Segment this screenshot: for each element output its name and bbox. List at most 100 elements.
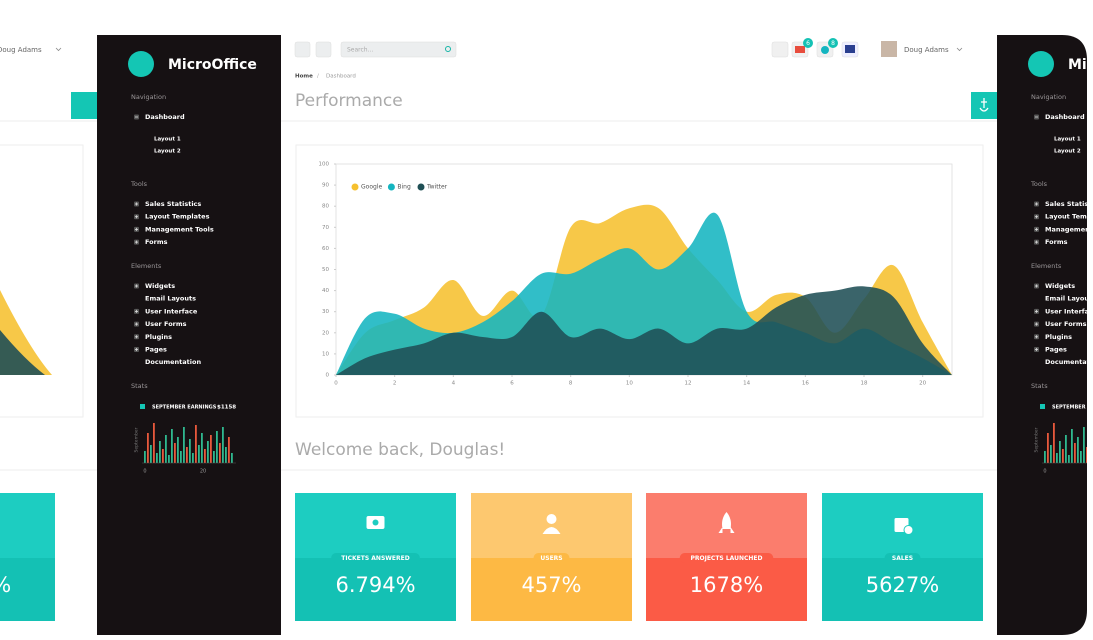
card-label: USERS (540, 555, 562, 562)
mini-bar (225, 447, 227, 463)
nav-item[interactable]: Plugins (145, 333, 172, 341)
nav-item[interactable]: User Forms (1045, 320, 1087, 328)
page-title: Performance (295, 91, 403, 111)
user-name[interactable]: Doug Adams (904, 46, 949, 54)
toolbar-button[interactable] (294, 41, 311, 58)
nav-item[interactable]: Widgets (1045, 282, 1075, 290)
nav-item[interactable]: Widgets (145, 282, 175, 290)
nav-subitem[interactable]: Layout 2 (1054, 149, 1081, 155)
mini-bar (1083, 427, 1085, 463)
axis-label: September (1034, 427, 1040, 452)
nav-item[interactable]: Forms (1045, 238, 1068, 246)
nav-item[interactable]: User Interface (1045, 307, 1093, 315)
card-icon (546, 514, 557, 524)
mini-bar (1062, 449, 1064, 463)
caret (55, 47, 62, 52)
mini-bar (180, 451, 182, 463)
nav-item[interactable]: Plugins (1045, 333, 1072, 341)
x-tick-label: 20 (919, 381, 926, 387)
main-content: Search... 6 8 Doug Adams Home / Dashboard Perfo… (281, 38, 997, 621)
x-tick-label: 6 (510, 381, 514, 387)
x-tick-label: 8 (569, 381, 573, 387)
mini-bar (219, 443, 221, 463)
mini-bar (159, 441, 161, 463)
search-icon (445, 46, 451, 52)
mini-bar (150, 445, 152, 463)
nav-subitem[interactable]: Layout 1 (154, 137, 181, 143)
x-tick-label: 2 (393, 381, 397, 387)
nav-subitem[interactable]: Layout 2 (154, 149, 181, 155)
legend-label: Twitter (426, 184, 448, 191)
card-value: 5627% (866, 573, 939, 597)
nav-item[interactable]: Sales Statistics (1045, 200, 1093, 208)
mini-bar (1056, 453, 1058, 463)
nav-item[interactable]: Management Tools (1045, 225, 1093, 233)
nav-item[interactable]: Email Layouts (1045, 295, 1093, 303)
mini-bar (1053, 423, 1055, 463)
section-title: Tools (1030, 180, 1048, 188)
breadcrumb-item: Dashboard (326, 74, 356, 80)
nav-item[interactable]: User Interface (145, 307, 198, 315)
legend-swatch (387, 183, 395, 191)
mini-bar (177, 437, 179, 463)
nav-item[interactable]: Email Layouts (145, 295, 196, 303)
nav-subitem[interactable]: Layout 1 (1054, 137, 1081, 143)
y-tick-label: 50 (322, 267, 329, 273)
mini-bar (1050, 445, 1052, 463)
avatar (881, 41, 897, 57)
mini-bar (192, 453, 194, 463)
nav-item[interactable]: Pages (1045, 346, 1067, 354)
mini-tick: 0 (143, 469, 146, 475)
breadcrumb-sep: / (317, 74, 319, 80)
mini-bar (1047, 433, 1049, 463)
card-icon (718, 512, 735, 533)
sidebar (97, 35, 281, 635)
card-value: 1678% (690, 573, 763, 597)
nav-item[interactable]: Dashboard (145, 113, 185, 121)
ghost-right: MicroOffice Navigation Dashboard Layout 1 La… (997, 35, 1093, 635)
y-tick-label: 60 (322, 246, 329, 252)
topbar-icon[interactable] (771, 41, 789, 58)
calendar-icon (1040, 404, 1045, 409)
y-tick-label: 90 (322, 183, 329, 189)
stat-card-top (0, 493, 55, 558)
earnings-label: SEPTEMBER EARNINGS (152, 405, 217, 411)
mini-bar (174, 443, 176, 463)
y-tick-label: 40 (322, 288, 329, 294)
mini-bar (189, 439, 191, 463)
nav-item[interactable]: Dashboard (1045, 113, 1085, 121)
mini-bar (228, 437, 230, 463)
card-value: 457% (521, 573, 581, 597)
mini-bar (1071, 429, 1073, 463)
mini-bar (183, 427, 185, 463)
nav-item[interactable]: Documentation (1045, 358, 1093, 366)
ghost-left: Doug AdamsSALES5627% (0, 46, 97, 621)
x-tick-label: 12 (685, 381, 692, 387)
toolbar-button[interactable] (315, 41, 332, 58)
action-icon (979, 98, 989, 112)
nav-item[interactable]: Pages (145, 346, 167, 354)
nav-item[interactable]: Management Tools (145, 225, 214, 233)
section-title: Elements (1031, 262, 1062, 270)
x-tick-label: 10 (626, 381, 633, 387)
nav-item[interactable]: Sales Statistics (145, 200, 201, 208)
welcome: Welcome back, Douglas! (295, 440, 505, 460)
caret (956, 47, 963, 52)
nav-item[interactable]: Layout Templates (1045, 213, 1093, 221)
breadcrumb-item[interactable]: Home (295, 74, 313, 80)
y-tick-label: 0 (326, 373, 330, 379)
nav-item[interactable]: Forms (145, 238, 168, 246)
mini-bar (207, 441, 209, 463)
brand-name: MicroOffice (168, 57, 257, 73)
mini-bar (1065, 435, 1067, 463)
mini-bar (222, 427, 224, 463)
y-tick-label: 70 (322, 225, 329, 231)
nav-item[interactable]: User Forms (145, 320, 187, 328)
flag-icon (845, 45, 855, 53)
nav-item[interactable]: Documentation (145, 358, 201, 366)
search-box[interactable] (340, 41, 457, 58)
x-tick-label: 14 (743, 381, 750, 387)
nav-item[interactable]: Layout Templates (145, 213, 210, 221)
search-placeholder: Search... (347, 47, 373, 54)
